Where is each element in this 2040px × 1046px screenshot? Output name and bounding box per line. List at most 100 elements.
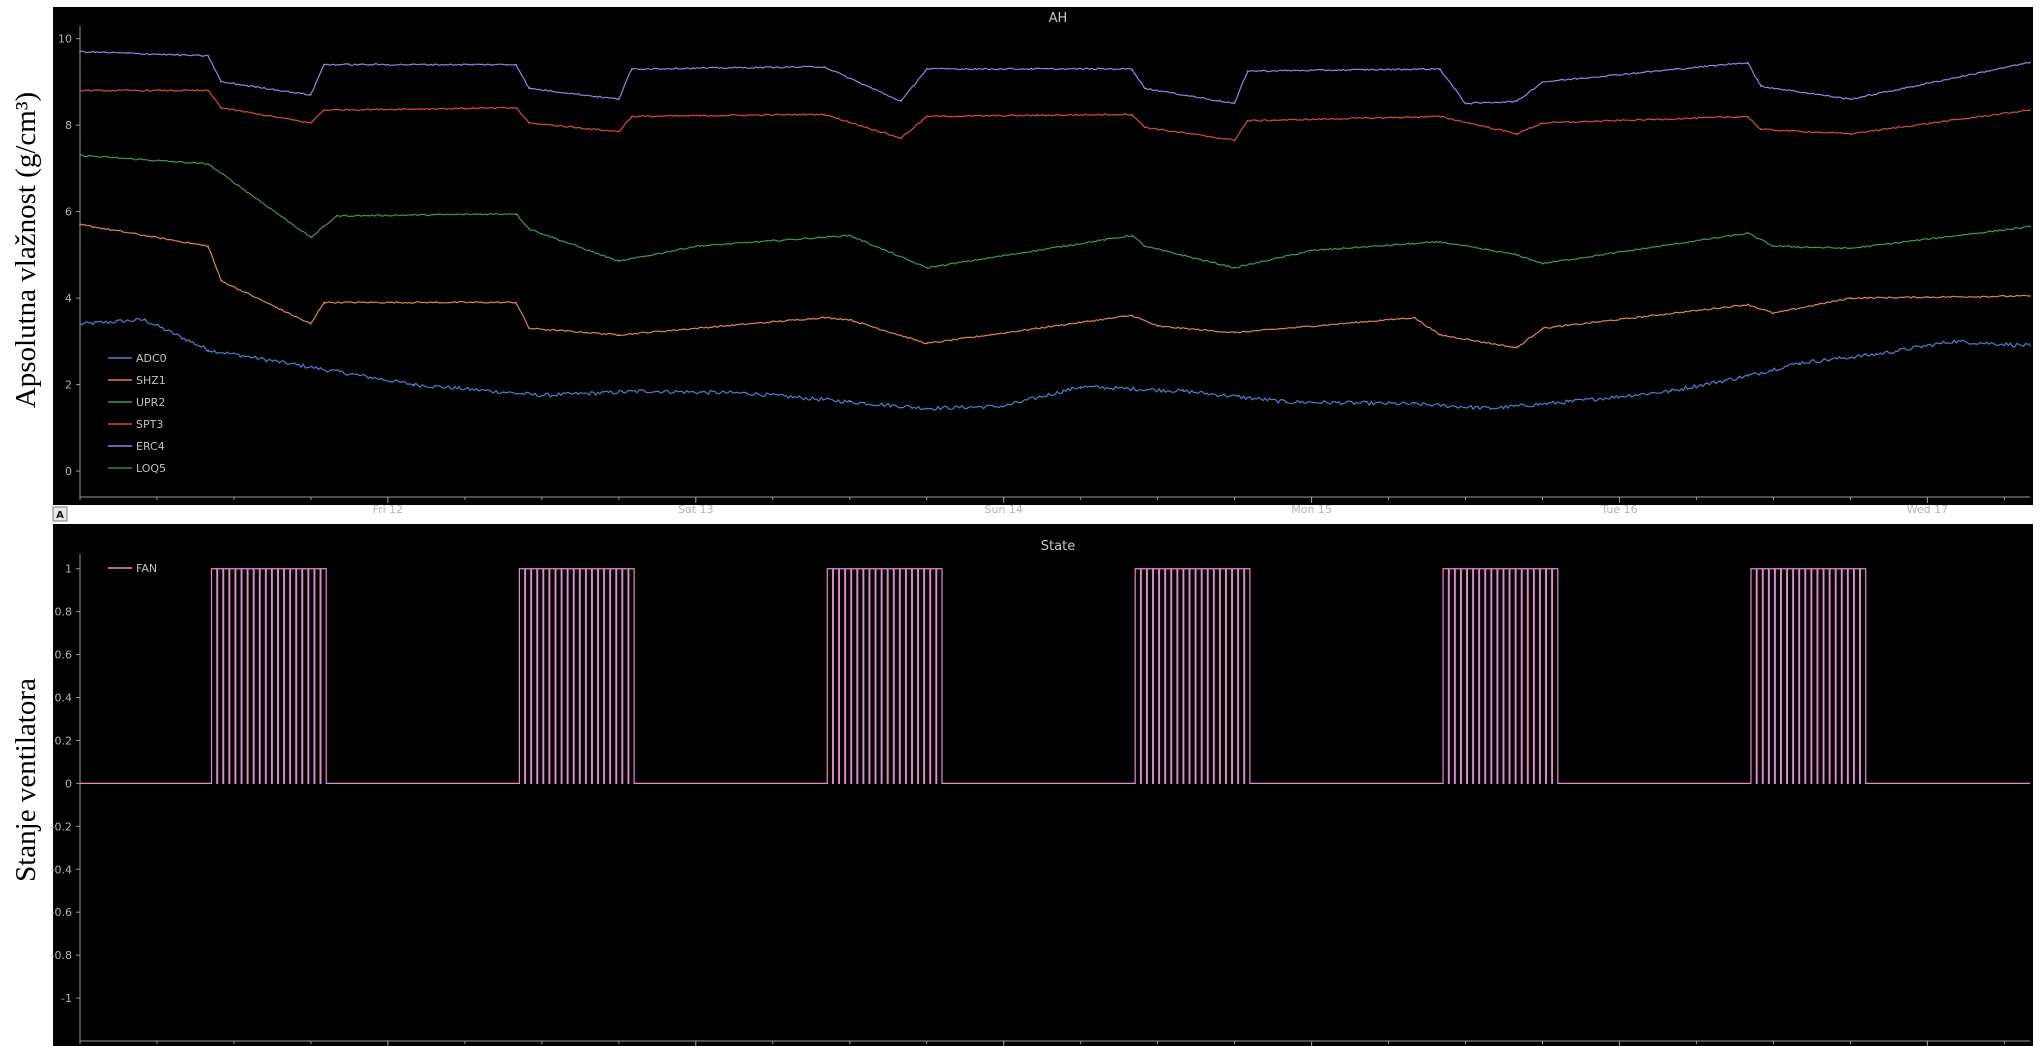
data-point-adc0 bbox=[1798, 362, 1800, 364]
data-point-upr2 bbox=[695, 245, 697, 247]
data-point-upr2 bbox=[1131, 234, 1133, 237]
data-point-upr2 bbox=[1849, 247, 1852, 250]
data-point-spt3 bbox=[528, 122, 530, 124]
data-point-shz1 bbox=[823, 316, 825, 319]
data-point-shz1 bbox=[1747, 303, 1749, 306]
data-point-erc4 bbox=[2029, 61, 2031, 64]
y-tick-label: -0.8 bbox=[51, 949, 72, 962]
data-point-adc0 bbox=[1285, 401, 1287, 403]
state-chart-panel: State 10.80.60.40.20-0.2-0.4-0.6-0.8-1Fr… bbox=[51, 524, 2033, 1046]
data-point-shz1 bbox=[1516, 347, 1518, 349]
data-point-shz1 bbox=[79, 223, 81, 226]
y-tick-label: -0.6 bbox=[51, 906, 72, 919]
data-point-erc4 bbox=[1464, 102, 1467, 105]
data-point-upr2 bbox=[2029, 225, 2031, 228]
data-point-shz1 bbox=[2029, 295, 2031, 297]
data-point-adc0 bbox=[1747, 375, 1749, 377]
data-point-erc4 bbox=[1747, 61, 1749, 64]
data-point-erc4 bbox=[79, 50, 81, 53]
data-point-upr2 bbox=[79, 154, 81, 157]
data-point-erc4 bbox=[310, 94, 312, 96]
data-point-spt3 bbox=[900, 137, 902, 139]
state-y-axis-label: Stanje ventilatora bbox=[10, 678, 42, 882]
y-tick-label: 8 bbox=[65, 119, 72, 132]
data-point-adc0 bbox=[2029, 344, 2031, 347]
state-legend: FAN bbox=[108, 562, 157, 575]
data-point-shz1 bbox=[925, 342, 928, 345]
y-tick-label: 0 bbox=[65, 777, 72, 790]
y-tick-label: -0.4 bbox=[51, 863, 72, 876]
x-tick-label: Mon 15 bbox=[1291, 503, 1332, 516]
data-point-spt3 bbox=[1849, 133, 1852, 135]
data-point-spt3 bbox=[323, 109, 325, 111]
y-tick-label: 1 bbox=[65, 563, 72, 576]
data-point-spt3 bbox=[220, 107, 222, 109]
y-tick-label: 10 bbox=[58, 33, 72, 46]
series-line-fan bbox=[80, 568, 2030, 784]
data-point-adc0 bbox=[925, 407, 928, 410]
y-tick-label: 4 bbox=[65, 292, 72, 305]
data-point-spt3 bbox=[1747, 115, 1749, 118]
data-point-upr2 bbox=[335, 215, 338, 217]
data-point-erc4 bbox=[1516, 100, 1518, 103]
x-tick-label: Tue 16 bbox=[1600, 503, 1637, 516]
y-tick-label: 0.4 bbox=[55, 692, 73, 705]
ah-y-axis-label: Apsolutna vlažnost (g/cm³) bbox=[10, 92, 42, 408]
data-point-adc0 bbox=[1490, 407, 1492, 410]
data-point-spt3 bbox=[207, 89, 210, 92]
panel-toggle-button[interactable]: A bbox=[52, 506, 68, 522]
data-point-upr2 bbox=[1144, 245, 1146, 247]
y-tick-label: 0.8 bbox=[55, 606, 73, 619]
data-point-adc0 bbox=[143, 318, 145, 321]
data-point-erc4 bbox=[1131, 68, 1133, 70]
data-point-adc0 bbox=[1567, 401, 1569, 403]
data-point-adc0 bbox=[848, 401, 851, 403]
data-point-upr2 bbox=[1541, 262, 1544, 265]
y-tick-label: 0 bbox=[65, 465, 72, 478]
data-point-adc0 bbox=[541, 394, 543, 397]
data-point-upr2 bbox=[1439, 241, 1441, 243]
state-chart-title: State bbox=[1041, 539, 1075, 554]
y-tick-label: 0.2 bbox=[55, 734, 73, 747]
data-point-upr2 bbox=[1747, 232, 1749, 234]
data-point-erc4 bbox=[1849, 98, 1852, 100]
legend-label: LOQ5 bbox=[136, 462, 166, 475]
data-point-shz1 bbox=[528, 327, 530, 330]
data-point-spt3 bbox=[1233, 139, 1236, 142]
data-point-adc0 bbox=[1952, 340, 1954, 343]
data-point-spt3 bbox=[925, 115, 928, 118]
data-point-adc0 bbox=[412, 383, 415, 386]
data-point-upr2 bbox=[515, 213, 517, 215]
state-chart-background bbox=[53, 524, 2033, 1046]
legend-label: SPT3 bbox=[136, 418, 163, 431]
data-point-shz1 bbox=[618, 334, 620, 336]
data-point-erc4 bbox=[925, 68, 928, 70]
data-point-shz1 bbox=[323, 301, 325, 304]
data-point-upr2 bbox=[1772, 245, 1775, 247]
series-line-adc0 bbox=[79, 317, 2031, 411]
ah-chart-title: AH bbox=[1049, 11, 1068, 26]
data-point-shz1 bbox=[1439, 334, 1441, 336]
data-point-spt3 bbox=[1759, 128, 1762, 131]
data-point-adc0 bbox=[79, 323, 81, 325]
data-point-spt3 bbox=[1439, 115, 1441, 118]
data-point-erc4 bbox=[1144, 87, 1146, 90]
data-point-spt3 bbox=[1131, 113, 1133, 116]
data-point-erc4 bbox=[220, 81, 222, 83]
data-point-shz1 bbox=[1131, 314, 1133, 317]
x-tick-label: Fri 12 bbox=[373, 503, 404, 516]
data-point-shz1 bbox=[848, 318, 851, 321]
data-point-shz1 bbox=[1413, 316, 1415, 319]
data-point-spt3 bbox=[2029, 109, 2031, 111]
data-point-spt3 bbox=[1516, 133, 1518, 135]
data-point-shz1 bbox=[1233, 331, 1236, 334]
data-point-spt3 bbox=[515, 107, 517, 109]
legend-label: FAN bbox=[136, 562, 157, 575]
data-point-shz1 bbox=[310, 323, 312, 325]
legend-label: ERC4 bbox=[136, 440, 165, 453]
data-point-erc4 bbox=[1541, 81, 1544, 83]
data-point-upr2 bbox=[618, 260, 620, 263]
data-point-erc4 bbox=[515, 63, 517, 66]
data-point-adc0 bbox=[1182, 390, 1185, 392]
data-point-adc0 bbox=[746, 392, 748, 395]
